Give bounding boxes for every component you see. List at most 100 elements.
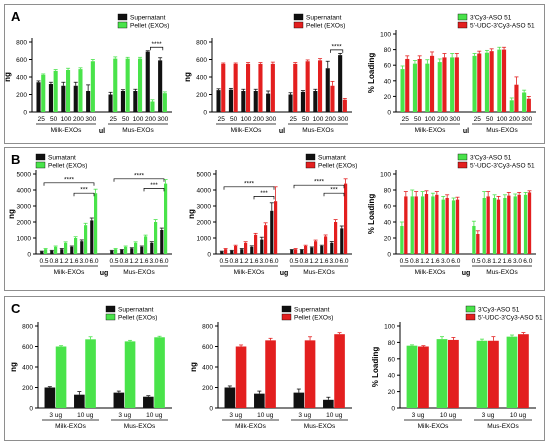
- bar-series1: [503, 198, 507, 254]
- bar-series1: [120, 91, 125, 112]
- bar-series1: [330, 242, 334, 254]
- bar-series2: [258, 63, 263, 112]
- bar-series2: [455, 199, 460, 254]
- bar-series1: [497, 49, 502, 112]
- bar-series2: [454, 57, 459, 112]
- bar-series1: [320, 246, 324, 254]
- bar-series2: [476, 234, 480, 254]
- y-tick-label: 0: [23, 110, 27, 117]
- bar-series1: [224, 387, 236, 408]
- y-tick-label: 4000: [17, 188, 32, 195]
- bar-series2: [344, 183, 348, 254]
- legend-label: 5'-UDC-3'Cy3-ASO 51: [470, 23, 535, 30]
- bar-series2: [435, 194, 439, 254]
- bar-series2: [488, 340, 499, 408]
- bar-series1: [90, 220, 94, 254]
- legend-label: Pellet (EXOs): [294, 315, 333, 322]
- bar-series2: [507, 195, 511, 254]
- y-tick-label: 5000: [17, 172, 32, 179]
- bar-series2: [134, 242, 138, 254]
- legend-label: Sumatant: [318, 155, 346, 162]
- bar-series1: [513, 196, 517, 254]
- bar-series1: [400, 69, 405, 112]
- x-tick-label: 300: [521, 116, 532, 123]
- bar-series2: [418, 346, 429, 408]
- bar-series2: [55, 346, 67, 408]
- x-tick-label: 50: [414, 116, 422, 123]
- significance-label: ****: [332, 43, 343, 50]
- x-tick-label: 300: [85, 116, 96, 123]
- x-tick-label: 0.5: [39, 258, 48, 265]
- x-tick-label: 0.5: [289, 258, 298, 265]
- x-tick-label: 3 ug: [49, 412, 62, 419]
- chart-c3: 0 20 40 60 80 100 % Loading 3 ug 10 ug 3 ug 10 ug M…: [371, 305, 543, 430]
- bar-series1: [50, 250, 54, 254]
- bar-series1: [140, 246, 144, 254]
- bar-series2: [113, 58, 118, 112]
- x-tick-label: 50: [486, 116, 494, 123]
- bar-series1: [120, 250, 124, 254]
- y-tick-label: 20: [384, 236, 392, 243]
- y-axis-label: ng: [7, 209, 16, 219]
- y-tick-label: 800: [22, 324, 33, 331]
- bar-series1: [476, 340, 488, 408]
- y-tick-label: 0: [203, 110, 207, 117]
- bar-series2: [244, 242, 248, 254]
- bar-series1: [240, 249, 244, 254]
- x-tick-label: 0.5: [472, 258, 481, 265]
- bar-series1: [472, 55, 477, 112]
- x-tick-label: 100: [425, 116, 436, 123]
- legend-label: 5'-UDC-3'Cy3-ASO 51: [478, 315, 543, 322]
- legend-swatch: [457, 21, 468, 29]
- y-tick-label: 600: [196, 57, 207, 64]
- x-tick-label: 300: [265, 116, 276, 123]
- group-label: Mus-EXOs: [122, 127, 154, 134]
- legend-swatch: [457, 161, 468, 169]
- x-tick-label: 25: [38, 116, 46, 123]
- bar-series2: [477, 53, 482, 112]
- significance-label: ***: [330, 187, 338, 194]
- significance-label: ***: [80, 187, 88, 194]
- bar-series1: [412, 63, 417, 112]
- legend-label: 3'Cy3-ASO 51: [470, 15, 512, 22]
- legend-label: Pellet (EXOs): [48, 163, 87, 170]
- bar-series2: [517, 194, 521, 254]
- x-tick-label: 10 ug: [146, 412, 163, 419]
- bar-series2: [486, 196, 490, 254]
- significance-bracket: [253, 196, 275, 200]
- y-tick-label: 2000: [17, 220, 32, 227]
- y-tick-label: 800: [16, 40, 27, 47]
- bar-series1: [266, 93, 271, 112]
- group-label: Milk-EXOs: [55, 423, 86, 430]
- y-axis-label: ng: [9, 362, 18, 372]
- bar-series2: [154, 337, 165, 408]
- bar-series2: [489, 51, 494, 112]
- legend-swatch: [281, 313, 292, 321]
- bar-series1: [40, 251, 44, 254]
- y-tick-label: 600: [22, 344, 33, 351]
- bar-series1: [325, 68, 330, 112]
- bar-series2: [527, 192, 532, 254]
- bar-series1: [523, 194, 528, 254]
- x-tick-label: 3.0: [79, 258, 88, 265]
- panel-letter-b: B: [11, 152, 21, 167]
- x-unit-label: ug: [280, 270, 289, 277]
- x-tick-label: 3.0: [149, 258, 158, 265]
- bar-series2: [78, 69, 83, 112]
- x-tick-label: 6.0: [451, 258, 460, 265]
- bar-series2: [304, 340, 316, 408]
- y-tick-label: 0: [387, 110, 391, 117]
- x-tick-label: 0.8: [229, 258, 238, 265]
- x-tick-label: 100: [133, 116, 144, 123]
- group-label: Milk-EXOs: [415, 127, 446, 134]
- bar-series1: [158, 60, 163, 112]
- bar-series1: [406, 345, 418, 408]
- bar-series2: [138, 58, 143, 112]
- legend-swatch: [305, 153, 316, 161]
- bar-series2: [334, 334, 345, 408]
- legend-swatch: [465, 313, 476, 321]
- x-tick-label: 6.0: [339, 258, 348, 265]
- bar-series1: [451, 200, 456, 254]
